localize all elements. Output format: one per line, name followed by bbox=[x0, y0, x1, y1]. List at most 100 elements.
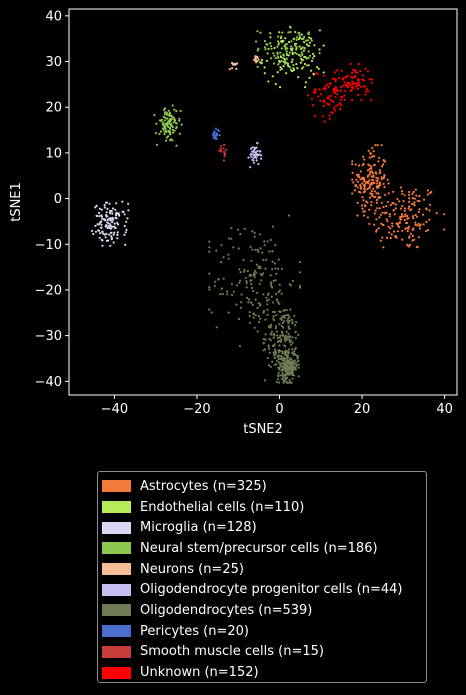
data-point bbox=[270, 295, 273, 298]
data-point bbox=[290, 49, 293, 52]
data-point bbox=[101, 230, 104, 233]
data-point bbox=[357, 164, 361, 167]
data-point bbox=[358, 190, 361, 193]
data-point bbox=[289, 362, 292, 365]
data-point bbox=[215, 326, 218, 329]
data-point bbox=[370, 155, 373, 158]
data-point bbox=[289, 66, 292, 69]
data-point bbox=[411, 234, 415, 237]
data-point bbox=[312, 52, 315, 56]
data-point bbox=[293, 37, 296, 40]
data-point bbox=[408, 236, 411, 239]
data-point bbox=[222, 277, 225, 280]
data-point bbox=[376, 207, 379, 210]
data-point bbox=[347, 81, 350, 85]
data-point bbox=[290, 40, 293, 43]
data-point bbox=[111, 212, 114, 215]
data-point bbox=[95, 204, 98, 207]
data-point bbox=[293, 51, 297, 54]
data-point bbox=[367, 149, 370, 152]
data-point bbox=[370, 78, 374, 81]
data-point bbox=[106, 218, 109, 222]
data-point bbox=[351, 76, 354, 79]
data-point bbox=[295, 48, 298, 51]
data-point bbox=[259, 303, 262, 306]
data-point bbox=[249, 301, 253, 304]
data-point bbox=[297, 363, 300, 366]
data-point bbox=[214, 280, 217, 283]
x-tick-label: −20 bbox=[183, 402, 210, 417]
data-point bbox=[243, 270, 246, 273]
data-point bbox=[314, 88, 317, 91]
data-point bbox=[353, 75, 356, 78]
data-point bbox=[368, 187, 371, 190]
data-point bbox=[281, 315, 284, 318]
data-point bbox=[323, 120, 326, 123]
data-point bbox=[298, 45, 301, 48]
data-point bbox=[333, 107, 336, 110]
data-point bbox=[249, 245, 252, 248]
data-point bbox=[111, 218, 114, 221]
data-point bbox=[338, 102, 341, 105]
data-point bbox=[300, 57, 303, 60]
data-point bbox=[278, 283, 281, 286]
data-point bbox=[305, 43, 308, 46]
data-point bbox=[368, 78, 371, 81]
data-point bbox=[366, 175, 369, 178]
data-point bbox=[404, 215, 407, 218]
data-point bbox=[274, 57, 277, 60]
data-point bbox=[324, 87, 327, 90]
data-point bbox=[106, 207, 109, 210]
data-point bbox=[280, 60, 283, 63]
data-point bbox=[167, 129, 170, 133]
data-point bbox=[274, 244, 277, 247]
data-point bbox=[349, 89, 352, 93]
data-point bbox=[287, 317, 290, 320]
data-point bbox=[425, 230, 428, 233]
data-point bbox=[322, 100, 325, 103]
data-point bbox=[382, 223, 385, 227]
data-point bbox=[373, 212, 376, 215]
x-tick-label: −40 bbox=[101, 402, 128, 417]
data-point bbox=[403, 194, 406, 197]
data-point bbox=[383, 175, 386, 178]
data-point bbox=[294, 324, 297, 327]
data-point bbox=[426, 189, 429, 192]
data-point bbox=[359, 85, 362, 88]
y-tick-label: 20 bbox=[45, 101, 62, 116]
data-point bbox=[278, 340, 281, 343]
data-point bbox=[300, 33, 303, 36]
data-point bbox=[263, 66, 266, 69]
data-point bbox=[101, 244, 104, 247]
data-point bbox=[284, 47, 287, 51]
data-point bbox=[379, 213, 382, 216]
y-tick-label: 30 bbox=[45, 55, 62, 70]
data-point bbox=[364, 182, 367, 185]
data-point bbox=[317, 67, 320, 70]
data-point bbox=[218, 134, 221, 137]
data-point bbox=[298, 34, 301, 37]
data-point bbox=[250, 283, 253, 286]
data-point bbox=[343, 94, 346, 97]
data-point bbox=[358, 176, 361, 179]
data-point bbox=[237, 317, 241, 321]
data-point bbox=[359, 178, 362, 181]
data-point bbox=[273, 348, 277, 351]
data-point bbox=[285, 351, 288, 354]
data-point bbox=[178, 119, 181, 122]
data-point bbox=[368, 173, 371, 176]
data-point bbox=[126, 217, 129, 220]
data-point bbox=[280, 364, 283, 367]
data-point bbox=[255, 263, 258, 266]
data-point bbox=[295, 45, 298, 48]
data-point bbox=[173, 120, 176, 123]
data-point bbox=[124, 243, 127, 246]
data-point bbox=[277, 349, 280, 352]
data-point bbox=[325, 83, 328, 86]
data-point bbox=[399, 186, 402, 189]
data-point bbox=[102, 218, 105, 221]
data-point bbox=[381, 211, 384, 214]
data-point bbox=[256, 248, 259, 251]
data-point bbox=[294, 347, 297, 350]
data-point bbox=[257, 162, 260, 166]
